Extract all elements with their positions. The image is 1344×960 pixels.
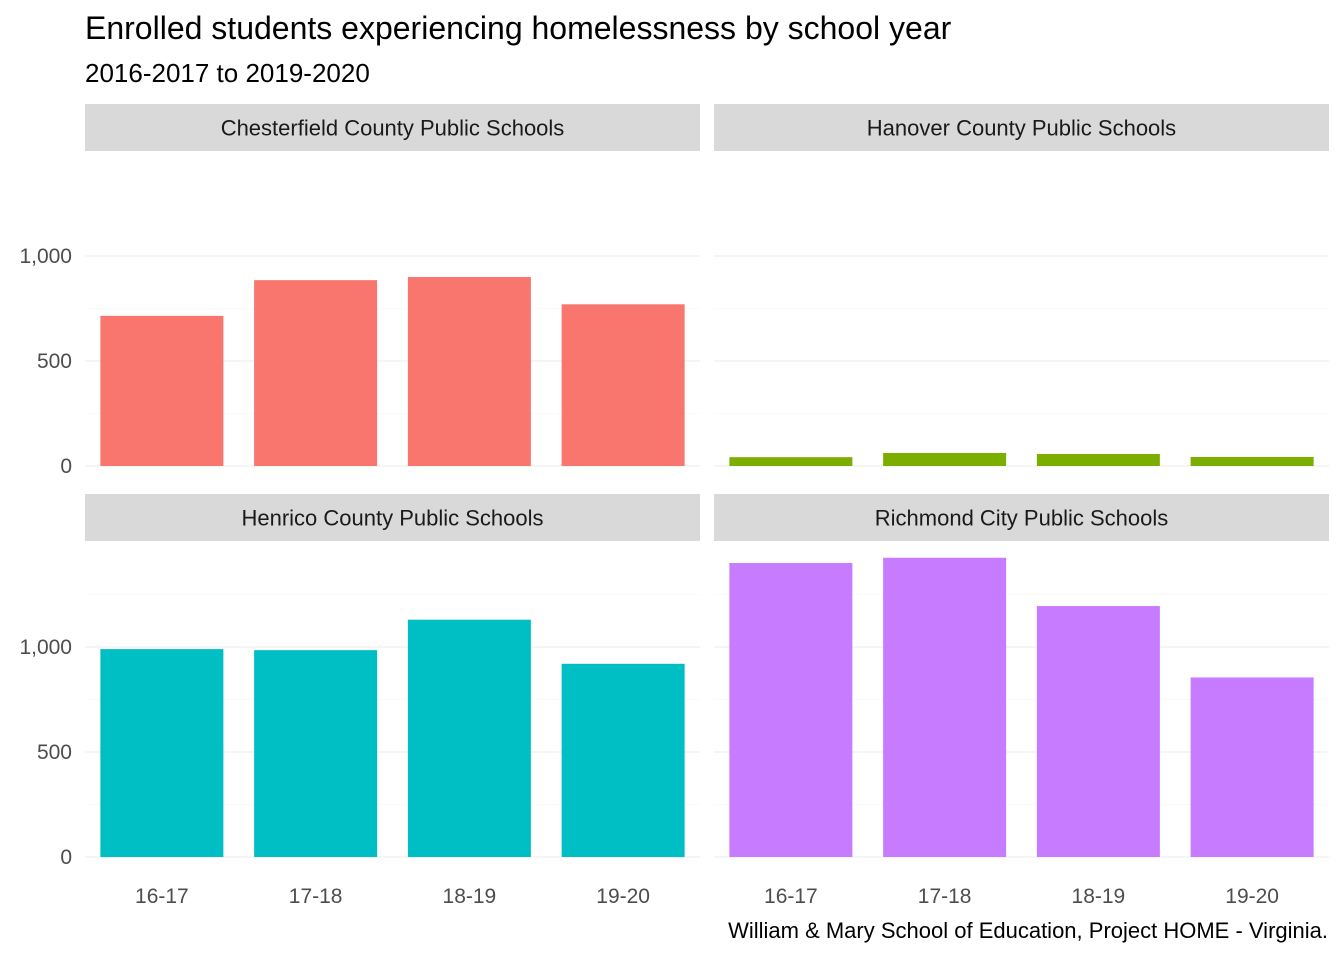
facet-strip-label: Chesterfield County Public Schools (221, 116, 565, 141)
bar (254, 280, 378, 466)
bar (1190, 456, 1314, 466)
bar (883, 557, 1007, 857)
bar (407, 277, 531, 466)
facet-strip-label: Richmond City Public Schools (875, 506, 1168, 531)
facet-strip-label: Henrico County Public Schools (241, 506, 543, 531)
bar (1036, 454, 1160, 466)
y-tick-label: 1,000 (19, 245, 72, 268)
bar (729, 457, 853, 466)
y-tick-label: 1,000 (19, 636, 72, 659)
bar (1036, 606, 1160, 857)
facet-strip (85, 494, 700, 541)
x-tick-label: 18-19 (1072, 885, 1126, 908)
x-tick-label: 17-18 (918, 885, 972, 908)
y-tick-label: 0 (60, 455, 72, 478)
chart-caption: William & Mary School of Education, Proj… (728, 918, 1328, 943)
y-tick-label: 500 (37, 741, 72, 764)
bar (883, 452, 1007, 466)
facet-strip-label: Hanover County Public Schools (867, 116, 1176, 141)
x-tick-label: 16-17 (135, 885, 189, 908)
y-tick-label: 0 (60, 846, 72, 869)
facet-strip (85, 104, 700, 151)
y-tick-label: 500 (37, 350, 72, 373)
bar (561, 663, 685, 857)
x-tick-label: 19-20 (596, 885, 650, 908)
x-tick-label: 18-19 (443, 885, 497, 908)
facet-strip (714, 104, 1329, 151)
bar (729, 563, 853, 857)
x-tick-label: 16-17 (764, 885, 818, 908)
bar (100, 315, 224, 466)
facet-strip (714, 494, 1329, 541)
bar (561, 304, 685, 466)
x-tick-label: 17-18 (289, 885, 343, 908)
x-tick-label: 19-20 (1225, 885, 1279, 908)
bar (254, 650, 378, 857)
bar (407, 619, 531, 857)
chart-title: Enrolled students experiencing homelessn… (85, 10, 952, 46)
bar (100, 649, 224, 857)
bar (1190, 677, 1314, 857)
chart-subtitle: 2016-2017 to 2019-2020 (85, 58, 370, 88)
